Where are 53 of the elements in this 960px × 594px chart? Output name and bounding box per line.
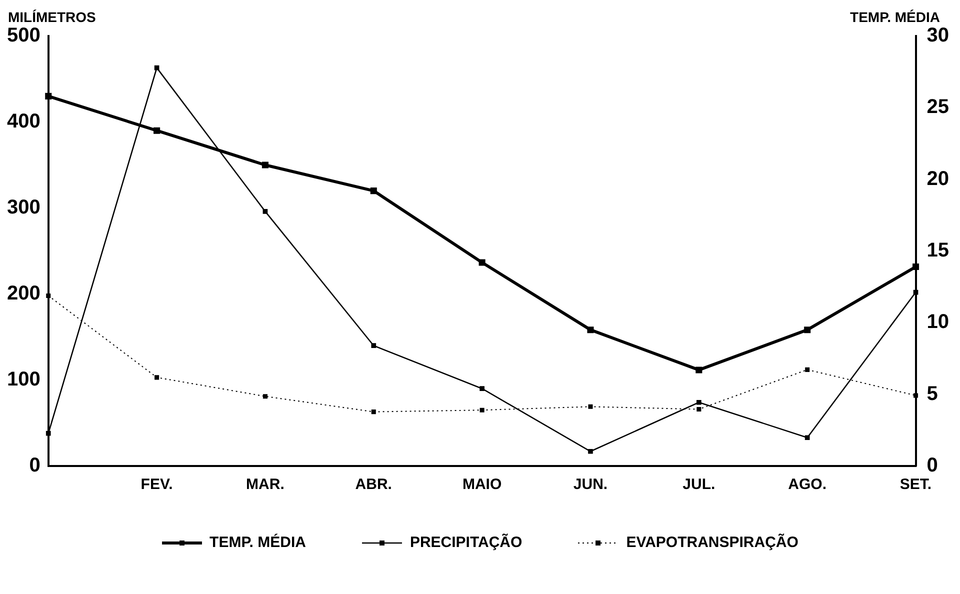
x-tick-label: JUL. <box>682 476 716 494</box>
y2-tick-label: 15 <box>926 240 950 262</box>
point <box>262 162 268 168</box>
legend-label: TEMP. MÉDIA <box>210 534 306 551</box>
y-tick-label: 100 <box>6 368 40 391</box>
y-tick-label: 200 <box>6 282 40 305</box>
point <box>46 293 51 298</box>
point <box>696 406 702 412</box>
point <box>912 264 920 270</box>
point <box>370 188 377 194</box>
x-tick-label: MAR. <box>246 476 284 494</box>
point <box>371 410 376 414</box>
point <box>480 408 484 412</box>
point <box>371 343 376 348</box>
point <box>480 386 484 392</box>
point <box>46 430 51 436</box>
point <box>913 393 918 398</box>
x-tick-label: JUN. <box>573 476 608 494</box>
point <box>154 375 160 380</box>
point <box>588 448 593 454</box>
point <box>804 435 810 440</box>
x-tick-label: ABR. <box>355 476 392 494</box>
y-tick-label: 500 <box>6 24 40 47</box>
point <box>478 259 486 266</box>
point <box>696 400 702 405</box>
point <box>154 65 160 70</box>
legend-label: PRECIPITAÇÃO <box>410 534 522 551</box>
y-tick-label: 300 <box>6 196 40 219</box>
y2-tick-label: 25 <box>926 96 950 118</box>
y2-tick-label: 0 <box>926 454 938 477</box>
y-axis-title: MILÍMETROS <box>8 9 96 25</box>
x-tick-label: AGO. <box>788 476 827 494</box>
y2-tick-label: 30 <box>926 24 950 47</box>
y2-axis-title: TEMP. MÉDIA <box>850 9 940 25</box>
point <box>262 209 268 214</box>
point <box>913 290 918 295</box>
x-tick-label: MAIO <box>462 476 502 494</box>
x-tick-label: FEV. <box>140 476 173 494</box>
y-tick-label: 0 <box>29 454 40 477</box>
y2-tick-label: 5 <box>926 382 938 405</box>
point <box>587 326 594 334</box>
point <box>45 92 52 100</box>
y2-tick-label: 20 <box>926 168 950 190</box>
point <box>154 127 160 134</box>
y-tick-label: 400 <box>6 110 40 133</box>
y2-tick-label: 10 <box>926 311 950 334</box>
x-tick-label: SET. <box>900 476 932 494</box>
point <box>804 326 811 334</box>
point <box>262 394 268 399</box>
legend-label: EVAPOTRANSPIRAÇÃO <box>626 534 798 551</box>
point <box>696 366 702 374</box>
point <box>805 367 810 372</box>
point <box>588 404 593 409</box>
